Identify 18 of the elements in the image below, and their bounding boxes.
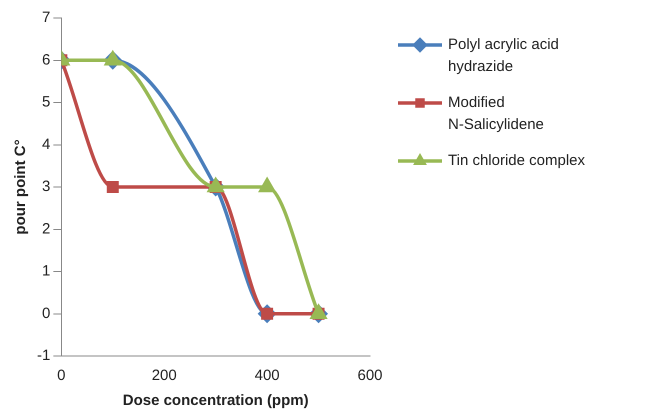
y-tick-label: 5 <box>42 94 50 111</box>
y-tick-label: 4 <box>42 136 50 153</box>
legend-label: Polyl acrylic acid hydrazide <box>448 36 559 76</box>
y-tick-label: 0 <box>42 304 50 322</box>
y-tick-label: 2 <box>42 220 50 238</box>
y-tick-label: 7 <box>42 9 50 26</box>
y-tick-label: 3 <box>42 178 50 196</box>
x-tick-label: 600 <box>357 367 383 384</box>
y-tick-label: -1 <box>36 347 50 364</box>
y-axis-title: pour point C° <box>12 139 30 235</box>
y-tick-label: 1 <box>42 262 50 280</box>
legend-label: Modified N-Salicylidene <box>448 94 544 134</box>
x-tick-label: 400 <box>254 367 280 384</box>
legend-label: Tin chloride complex <box>448 152 586 170</box>
x-tick-label: 200 <box>152 367 177 384</box>
x-tick-label: 0 <box>57 367 66 384</box>
y-tick-label: 6 <box>42 51 50 68</box>
x-axis-title: Dose concentration (ppm) <box>122 392 309 410</box>
